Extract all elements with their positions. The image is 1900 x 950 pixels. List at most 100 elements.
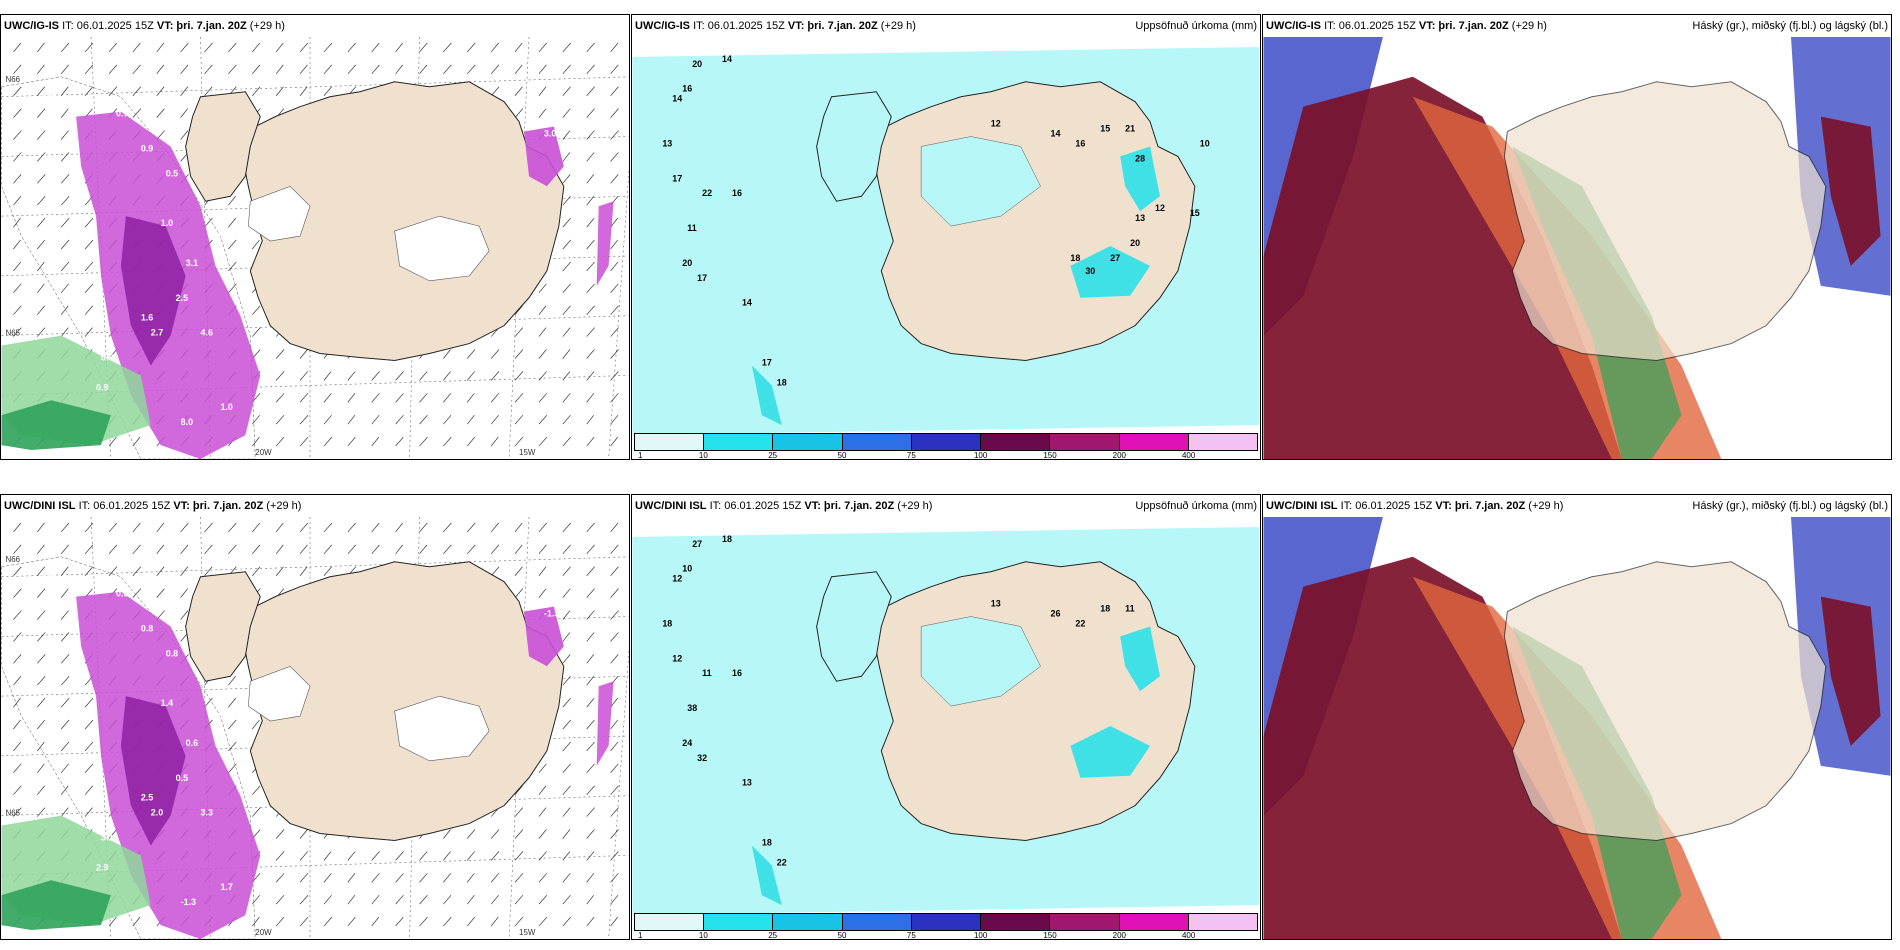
wind-barb [84, 327, 93, 337]
wind-barb [252, 566, 261, 576]
colorbar-tick-label: 25 [768, 451, 778, 460]
wind-barb [132, 566, 141, 576]
wind-barb [299, 916, 309, 927]
precip-value-label: 0.89 [101, 352, 118, 362]
wind-barb [514, 371, 524, 381]
precip-value-label: 0.6 [186, 738, 198, 748]
colorbar-tick-label: 50 [837, 931, 847, 940]
wind-barb [514, 873, 524, 883]
wind-barb [37, 130, 46, 140]
precip-value-label: 2.7 [151, 328, 163, 338]
colorbar-swatches [634, 433, 1258, 451]
colorbar-tick-label: 150 [1043, 451, 1057, 460]
wind-barb [13, 763, 22, 774]
station-precip-value: 12 [1155, 203, 1165, 213]
wind-barb [395, 522, 403, 533]
wind-barb [13, 174, 22, 184]
precip-value-label: 3.0 [544, 129, 556, 139]
wind-barb [586, 916, 595, 927]
wind-barb [610, 873, 619, 883]
colorbar-swatch [773, 914, 843, 930]
precip-value-label: 0.9 [141, 143, 153, 153]
station-precip-value: 16 [1075, 138, 1085, 148]
land-iceland [241, 561, 565, 841]
lat-label: N66 [5, 555, 20, 564]
station-precip-value: 13 [742, 778, 752, 788]
wind-barb [37, 654, 46, 664]
wind-barb [108, 522, 118, 533]
wind-barb [108, 86, 118, 96]
wind-barb [204, 566, 213, 576]
wind-barb [562, 676, 571, 686]
wind-barb [610, 566, 619, 576]
precip-value-label: 4.6 [201, 328, 213, 338]
wind-barb [586, 196, 595, 206]
wind-barb [395, 371, 404, 381]
wind-barb [562, 741, 572, 752]
wind-barb [586, 283, 595, 294]
wind-barb [60, 763, 69, 774]
precip-edge [596, 201, 614, 286]
panel-header: UWC/IG-IS IT: 06.01.2025 15Z VT: þri. 7.… [1, 15, 629, 37]
wind-barb [443, 42, 452, 53]
colorbar-tick-label: 200 [1112, 931, 1127, 940]
wind-barb [228, 544, 237, 555]
wind-barb [443, 436, 452, 447]
wind-barb [371, 522, 380, 533]
wind-barb [60, 174, 70, 184]
colorbar-swatch [704, 434, 774, 450]
wind-barb [538, 414, 548, 425]
wind-barb [443, 916, 452, 927]
wind-barb [586, 544, 595, 555]
station-precip-value: 30 [1085, 266, 1095, 276]
wind-barb [108, 544, 118, 555]
wind-barb [60, 807, 69, 817]
wind-barb [586, 894, 595, 905]
wind-barb [467, 436, 475, 447]
wind-barb [514, 108, 524, 118]
wind-barb [586, 676, 595, 686]
wind-barb [443, 544, 452, 555]
wind-barb [132, 588, 142, 598]
wind-barb [228, 196, 236, 206]
wind-barb [586, 349, 595, 359]
wind-barb [514, 544, 523, 555]
wind-barb [490, 894, 499, 905]
wind-barb [252, 544, 261, 555]
wind-barb [156, 544, 165, 555]
precip-value-label: 2.5 [141, 793, 153, 803]
wind-barb [419, 436, 428, 447]
wind-barb [252, 522, 260, 533]
wind-barb [299, 64, 308, 75]
wind-barb [586, 64, 595, 75]
wind-barb [37, 741, 45, 752]
wind-barb [13, 152, 22, 162]
wind-barb [228, 261, 237, 272]
wind-barb [275, 566, 284, 576]
wind-barb [252, 894, 260, 905]
wind-barb [514, 64, 523, 75]
wind-barb [37, 676, 46, 686]
wind-barb [586, 522, 595, 533]
wind-barb [562, 152, 571, 162]
wind-barb [562, 697, 571, 708]
wind-barb [610, 414, 619, 425]
panel-cloud-dini: UWC/DINI ISL IT: 06.01.2025 15Z VT: þri.… [1262, 494, 1892, 940]
wind-barb [37, 86, 46, 96]
wind-barb [562, 393, 571, 403]
wind-barb [60, 130, 69, 140]
wind-barb [586, 873, 595, 883]
wind-barb [490, 873, 500, 883]
wind-barb [156, 522, 165, 533]
wind-barb [586, 174, 595, 184]
wind-barb [347, 436, 356, 447]
station-precip-value: 20 [1130, 238, 1140, 248]
wind-barb [13, 807, 22, 817]
wind-barb [275, 522, 284, 533]
wind-barb [610, 130, 619, 140]
wind-barb [562, 130, 571, 140]
wind-barb [610, 393, 619, 403]
wind-barb [60, 86, 69, 96]
wind-barb [299, 522, 309, 533]
wind-barb [490, 393, 500, 403]
